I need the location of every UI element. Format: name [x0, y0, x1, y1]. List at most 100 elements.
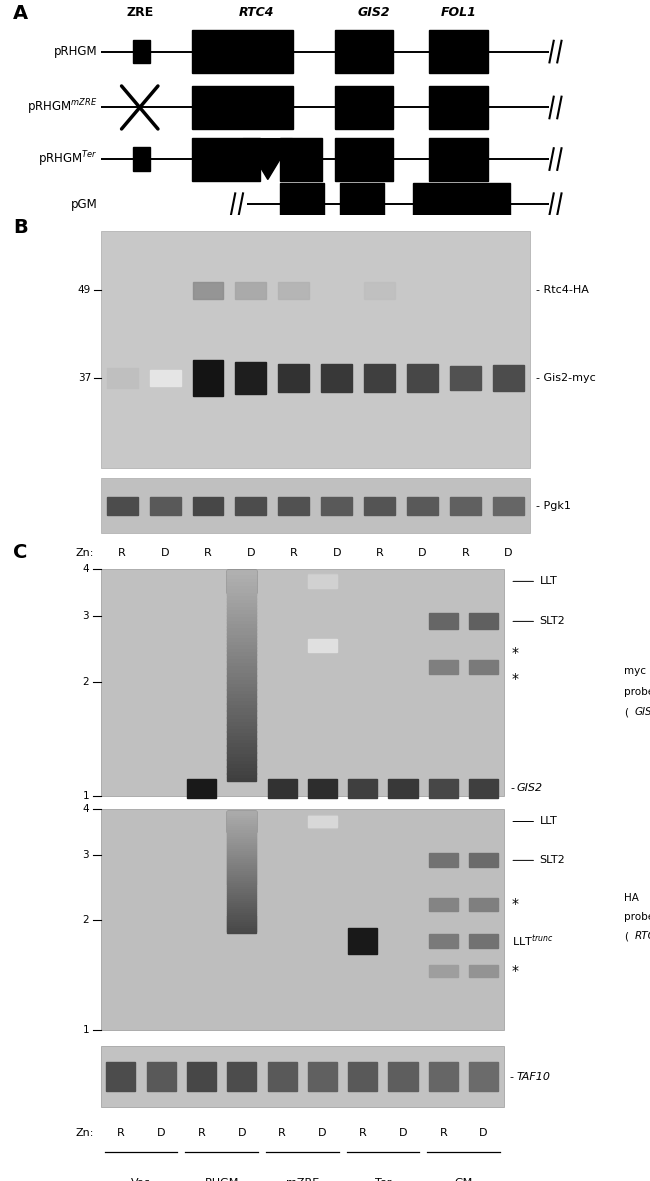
Bar — [227, 863, 256, 866]
Bar — [227, 724, 256, 729]
Text: - Gis2-myc: - Gis2-myc — [536, 373, 596, 383]
Bar — [101, 568, 504, 796]
Bar — [227, 706, 256, 711]
Text: LLT$^{trunc}$: LLT$^{trunc}$ — [512, 933, 553, 948]
Bar — [227, 903, 256, 906]
Bar — [101, 809, 504, 1030]
Bar — [227, 924, 256, 927]
Bar — [227, 866, 256, 868]
Bar — [227, 637, 256, 640]
Bar — [227, 731, 256, 735]
Bar — [227, 570, 256, 574]
Bar — [227, 665, 256, 668]
Bar — [429, 86, 488, 129]
Bar — [227, 574, 256, 578]
Bar — [227, 647, 256, 651]
Text: - Rtc4-HA: - Rtc4-HA — [536, 286, 589, 295]
Bar — [227, 661, 256, 665]
Bar — [469, 1063, 498, 1091]
Bar — [227, 598, 256, 602]
Bar — [227, 583, 256, 588]
Bar — [227, 658, 256, 661]
Text: FOL1: FOL1 — [440, 6, 476, 19]
Bar — [280, 137, 322, 181]
Bar — [348, 1063, 377, 1091]
Bar — [335, 86, 393, 129]
Polygon shape — [243, 138, 292, 180]
Bar — [227, 883, 256, 886]
Bar — [429, 660, 458, 674]
Bar — [308, 816, 337, 827]
Bar — [227, 640, 256, 644]
Text: ZRE: ZRE — [126, 6, 153, 19]
Bar — [429, 30, 488, 73]
Text: Zn:: Zn: — [76, 1128, 94, 1138]
Bar — [389, 1063, 417, 1091]
Text: D: D — [318, 1128, 327, 1138]
Bar — [469, 854, 498, 867]
Bar — [227, 570, 256, 593]
Bar — [469, 660, 498, 674]
Text: pRHGM: pRHGM — [54, 45, 98, 58]
Bar — [227, 777, 256, 781]
Bar — [429, 898, 458, 911]
Bar — [469, 934, 498, 948]
Bar — [280, 183, 324, 226]
Bar — [429, 965, 458, 977]
Bar — [227, 831, 256, 834]
Bar — [227, 853, 256, 856]
Bar — [227, 692, 256, 697]
Bar — [227, 581, 256, 585]
Bar — [308, 574, 337, 588]
Bar — [278, 365, 309, 392]
Bar — [192, 497, 224, 515]
Text: R: R — [198, 1128, 205, 1138]
Bar — [227, 889, 256, 892]
Text: D: D — [157, 1128, 166, 1138]
Bar — [348, 928, 377, 954]
Bar — [227, 681, 256, 686]
Bar — [227, 827, 256, 829]
Text: D: D — [237, 1128, 246, 1138]
Text: R: R — [359, 1128, 367, 1138]
Bar — [227, 703, 256, 707]
Bar — [308, 815, 337, 828]
Bar — [321, 497, 352, 515]
Text: 4: 4 — [83, 804, 89, 814]
Bar — [227, 766, 256, 770]
Bar — [364, 497, 395, 515]
Bar — [227, 849, 256, 852]
Bar — [227, 892, 256, 894]
Bar — [227, 813, 256, 815]
Bar — [227, 672, 256, 676]
Text: R: R — [439, 1128, 447, 1138]
Bar — [469, 613, 498, 629]
Bar — [227, 612, 256, 616]
Text: D: D — [332, 548, 341, 557]
Bar — [227, 833, 256, 836]
Bar — [340, 183, 384, 226]
Text: Vec: Vec — [134, 592, 153, 601]
Bar — [227, 829, 256, 831]
Text: RHGM: RHGM — [213, 592, 246, 601]
Text: *: * — [512, 646, 519, 660]
Bar — [227, 756, 256, 759]
Bar — [101, 478, 530, 534]
Bar — [227, 749, 256, 752]
Bar — [227, 689, 256, 693]
Bar — [227, 824, 256, 828]
Bar — [227, 874, 256, 876]
Bar — [429, 1063, 458, 1091]
Bar — [227, 852, 256, 854]
Bar — [227, 916, 256, 919]
Bar — [227, 877, 256, 880]
Text: probe: probe — [624, 912, 650, 922]
Bar — [227, 587, 256, 592]
Bar — [227, 745, 256, 749]
Bar — [227, 578, 256, 581]
Text: R: R — [376, 548, 384, 557]
Bar — [133, 40, 150, 64]
Bar — [227, 894, 256, 896]
Bar — [235, 497, 266, 515]
Bar — [450, 497, 481, 515]
